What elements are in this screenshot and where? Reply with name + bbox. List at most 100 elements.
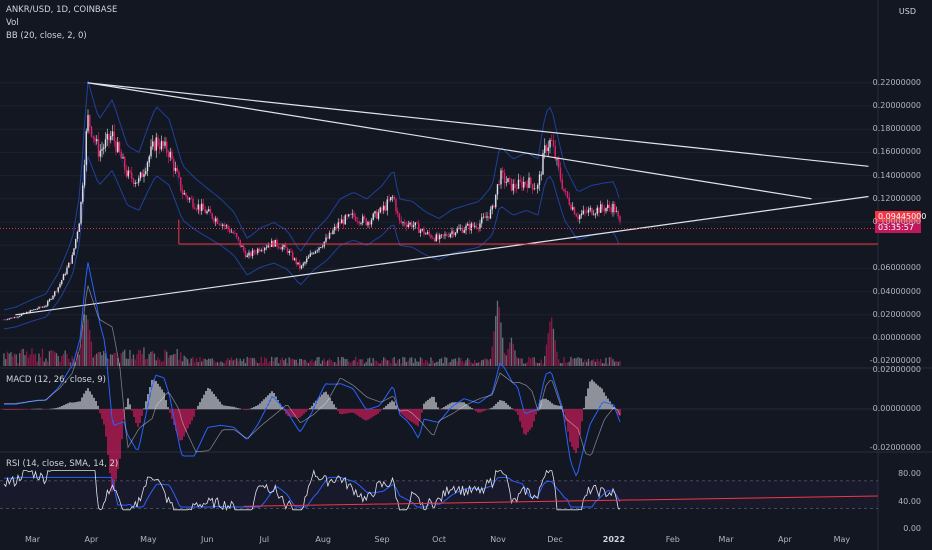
- volume-bar: [418, 361, 420, 366]
- macd-histogram-bar: [189, 409, 191, 425]
- volume-bar: [449, 361, 451, 366]
- candle-body: [62, 274, 65, 281]
- volume-bar: [323, 358, 325, 366]
- candle-body: [239, 239, 241, 247]
- volume-bar: [330, 359, 332, 366]
- macd-histogram-bar: [277, 399, 279, 410]
- candle-body: [421, 228, 423, 231]
- macd-histogram-bar: [263, 399, 265, 410]
- candle-body: [321, 246, 324, 248]
- candle-body: [13, 317, 16, 319]
- volume-bar: [379, 363, 381, 366]
- macd-histogram-bar: [185, 409, 187, 433]
- macd-histogram-bar: [233, 406, 235, 410]
- candle-body: [15, 317, 17, 319]
- candle-body: [148, 156, 150, 163]
- volume-bar: [537, 362, 539, 366]
- macd-histogram-bar: [65, 404, 67, 410]
- macd-histogram-bar: [469, 406, 471, 410]
- macd-histogram-bar: [591, 379, 593, 410]
- macd-histogram-bar: [73, 402, 75, 410]
- volume-bar: [157, 357, 159, 366]
- volume-bar: [337, 357, 339, 366]
- macd-histogram-bar: [439, 409, 441, 410]
- bollinger-label[interactable]: BB (20, close, 2, 0): [6, 31, 87, 41]
- macd-histogram-bar: [473, 409, 475, 410]
- candle-body: [547, 147, 549, 152]
- volume-bar: [68, 358, 70, 366]
- macd-histogram-bar: [547, 400, 549, 410]
- candle-body: [6, 319, 9, 321]
- volume-label[interactable]: Vol: [6, 18, 19, 28]
- candle-body: [213, 218, 215, 222]
- macd-histogram-bar: [119, 409, 121, 459]
- volume-bar: [411, 357, 413, 366]
- macd-histogram-bar: [15, 409, 17, 410]
- candle-body: [505, 182, 507, 183]
- candle-body: [593, 214, 595, 216]
- symbol-title[interactable]: ANKR/USD, 1D, COINBASE: [6, 5, 118, 15]
- candle-body: [283, 244, 285, 247]
- candle-body: [554, 146, 556, 159]
- volume-bar: [150, 351, 152, 366]
- macd-histogram-bar: [175, 409, 177, 431]
- volume-bar: [241, 360, 243, 366]
- volume-bar: [523, 363, 525, 366]
- macd-histogram-bar: [391, 400, 393, 410]
- volume-bar: [264, 357, 266, 366]
- macd-histogram-bar: [307, 409, 309, 411]
- candle-body: [152, 141, 154, 147]
- candle-body: [293, 258, 296, 260]
- volume-bar: [125, 358, 128, 366]
- candle-body: [328, 232, 331, 239]
- volume-bar: [278, 363, 280, 366]
- candle-body: [435, 234, 437, 242]
- candle-body: [297, 262, 299, 265]
- time-axis-label: Mar: [718, 535, 734, 544]
- macd-histogram-bar: [179, 409, 181, 441]
- candle-body: [141, 172, 143, 177]
- volume-bar: [236, 358, 238, 366]
- candle-body: [262, 250, 264, 252]
- candle-body: [482, 216, 485, 218]
- volume-bar: [232, 360, 234, 366]
- macd-histogram-bar: [379, 409, 381, 412]
- volume-bar: [447, 362, 450, 366]
- macd-histogram-bar: [61, 405, 63, 410]
- macd-histogram-bar: [585, 396, 587, 410]
- macd-histogram-bar: [403, 409, 405, 417]
- volume-bar: [215, 362, 217, 366]
- volume-bar: [547, 333, 549, 366]
- candle-body: [400, 220, 402, 223]
- candle-body: [320, 247, 322, 249]
- candle-body: [388, 199, 390, 201]
- macd-axis-label: -0.02000000: [869, 443, 921, 452]
- macd-histogram-bar: [197, 405, 199, 410]
- rsi-label[interactable]: RSI (14, close, SMA, 14, 2): [6, 459, 119, 469]
- volume-bar: [62, 354, 65, 366]
- candle-body: [500, 170, 502, 185]
- candle-body: [619, 215, 621, 222]
- candle-body: [187, 196, 189, 200]
- candle-body: [432, 238, 434, 239]
- macd-histogram-bar: [319, 396, 321, 410]
- candle-body: [575, 214, 577, 217]
- volume-bar: [472, 363, 474, 366]
- macd-histogram-bar: [89, 391, 91, 410]
- candle-body: [318, 247, 320, 251]
- price-axis-label: 0.10000000: [872, 217, 921, 226]
- candle-body: [456, 228, 458, 233]
- candle-body: [166, 141, 168, 153]
- volume-bar: [440, 358, 443, 366]
- macd-label[interactable]: MACD (12, 26, close, 9): [6, 375, 106, 385]
- volume-bar: [101, 354, 103, 366]
- time-axis-label: Jun: [201, 535, 214, 544]
- candle-body: [244, 250, 247, 258]
- volume-bar: [430, 357, 432, 366]
- candle-body: [461, 227, 464, 233]
- macd-histogram-bar: [101, 409, 103, 419]
- volume-bar: [80, 344, 82, 366]
- macd-histogram-bar: [205, 391, 207, 410]
- candle-body: [267, 245, 269, 248]
